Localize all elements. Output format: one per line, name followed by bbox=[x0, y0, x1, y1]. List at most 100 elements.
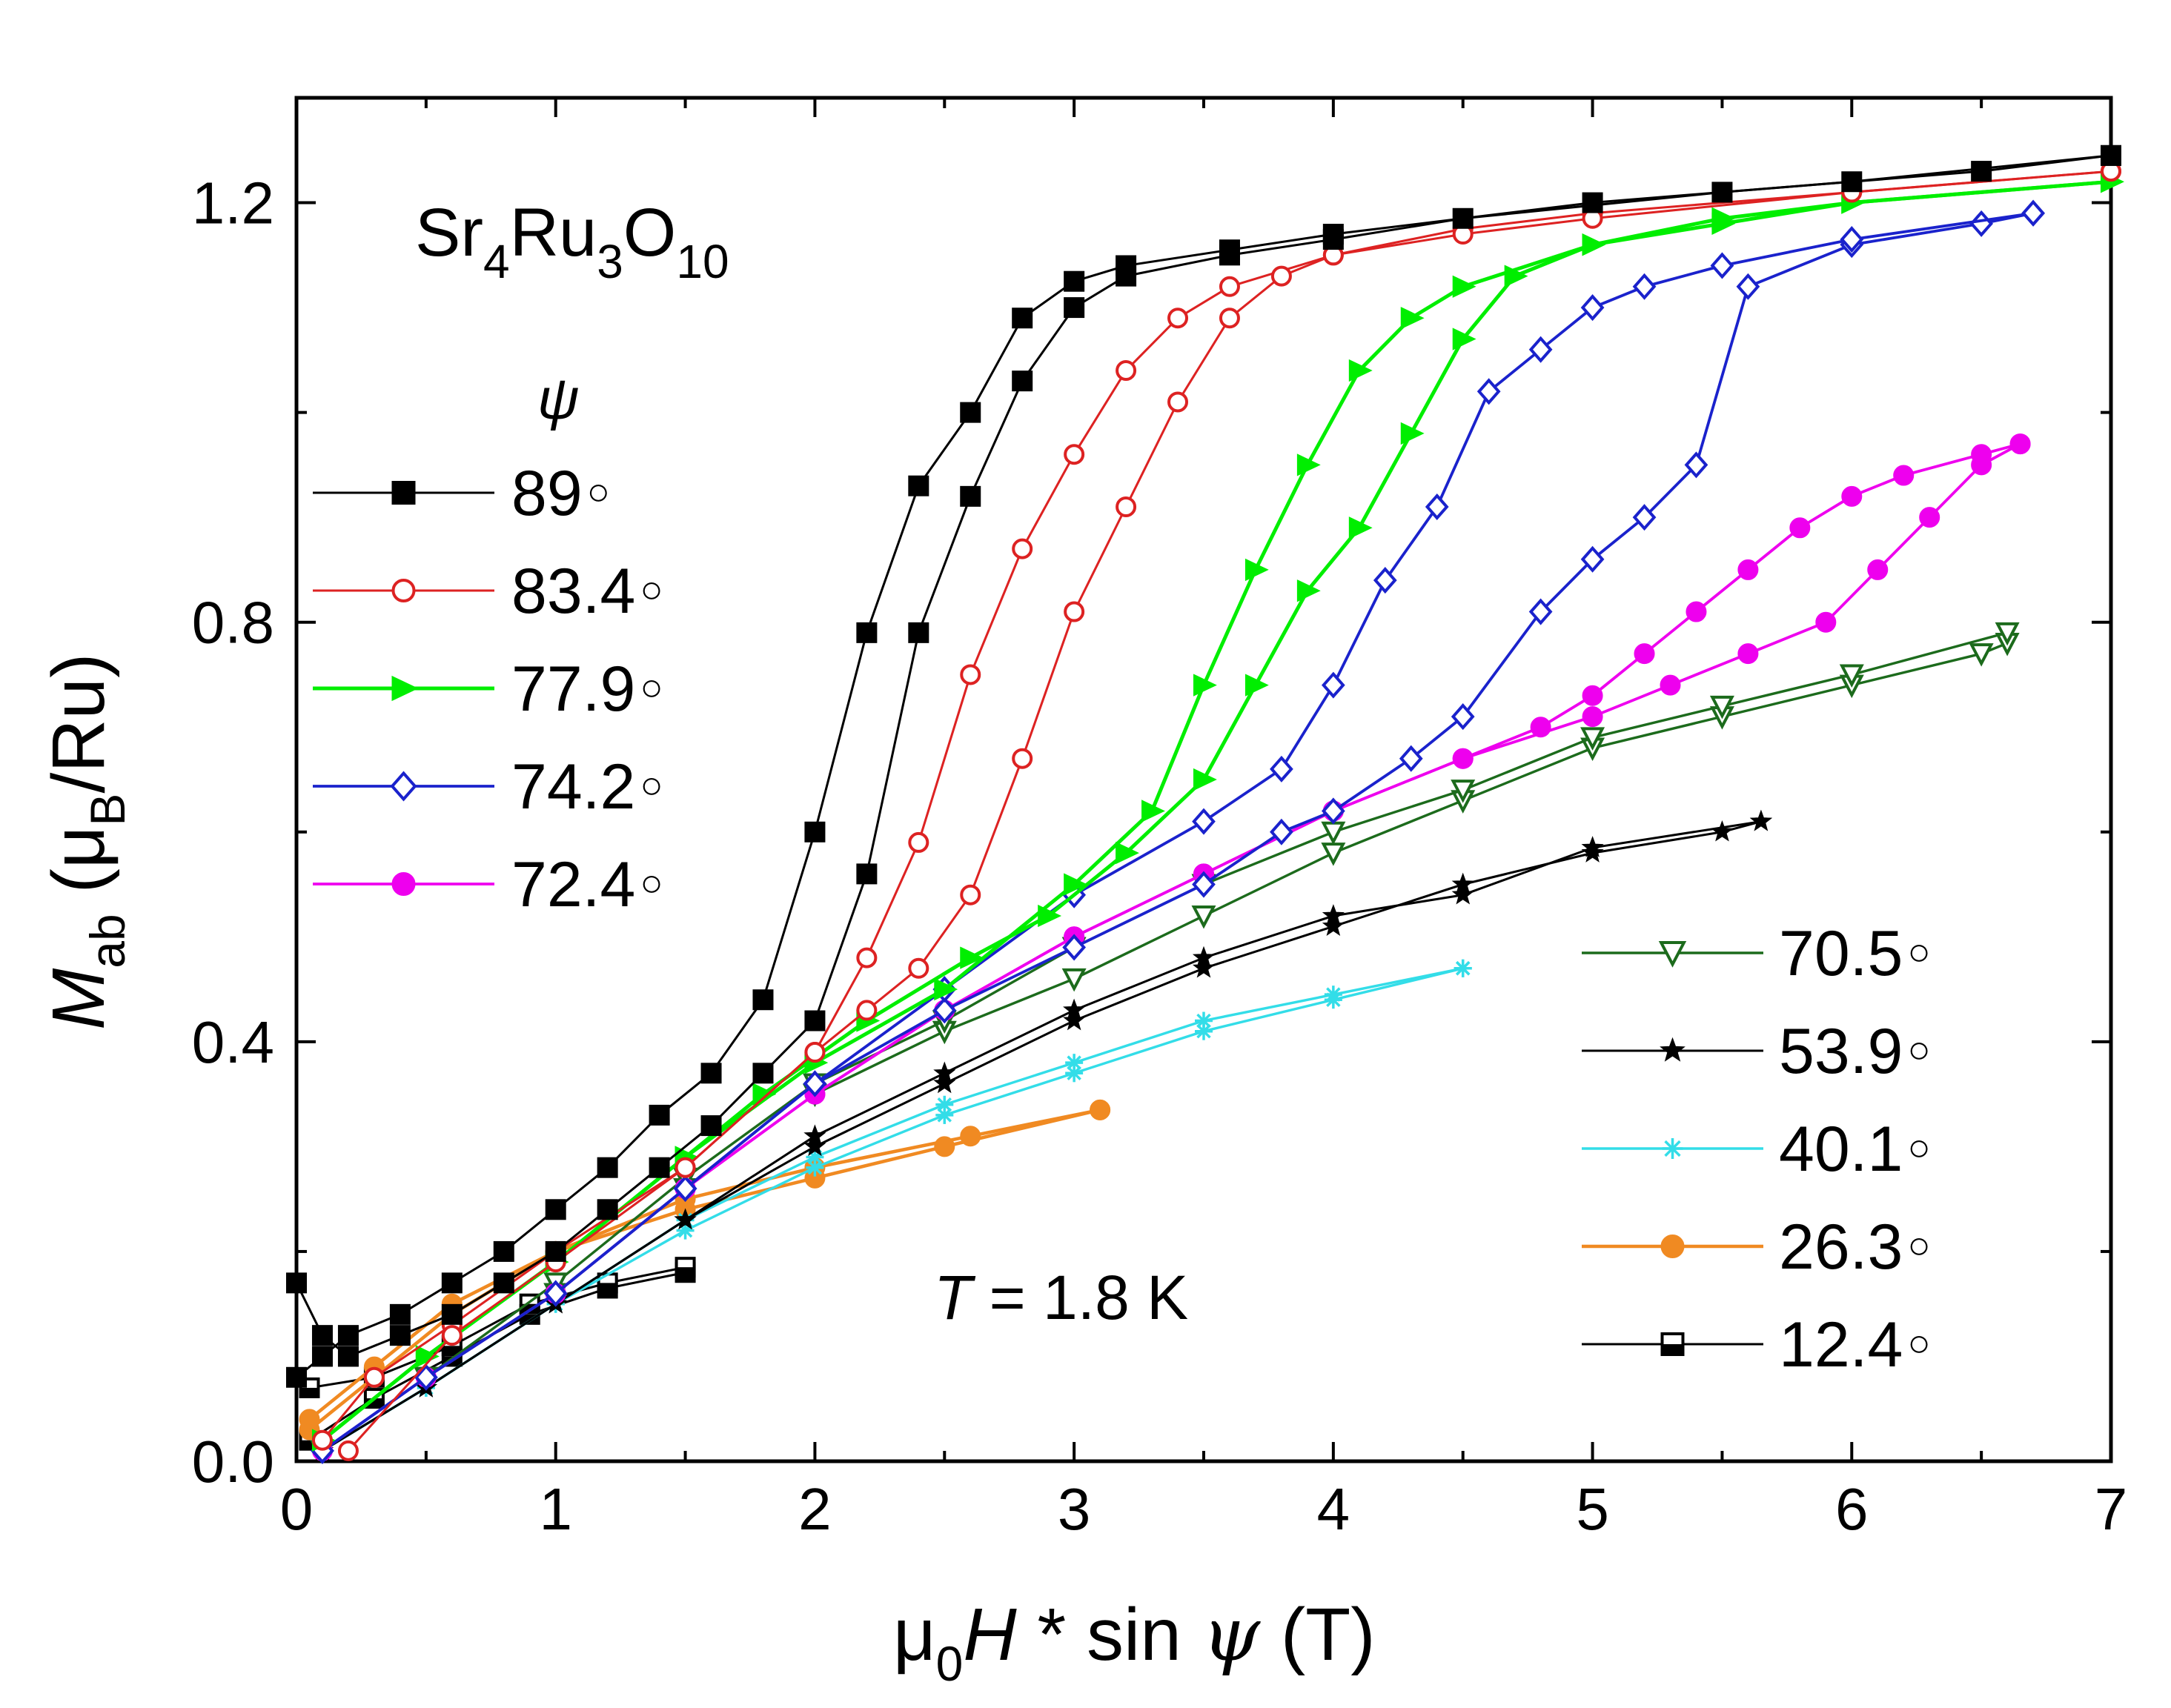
series-line-down bbox=[308, 1108, 1101, 1421]
data-point bbox=[2101, 144, 2121, 166]
data-point bbox=[1373, 567, 1397, 594]
legend-item-72-4: 72.4 ○ bbox=[313, 849, 663, 920]
data-point bbox=[1065, 1054, 1084, 1072]
legend-label: 26.3 ○ bbox=[1779, 1212, 1931, 1283]
data-point bbox=[933, 1061, 956, 1083]
data-point bbox=[933, 1071, 956, 1094]
data-point bbox=[1270, 818, 1293, 845]
data-point bbox=[1141, 800, 1165, 823]
degree-sign: ○ bbox=[1907, 1029, 1930, 1071]
data-point bbox=[441, 1272, 463, 1294]
data-point bbox=[1296, 579, 1321, 602]
y-tick-label: 0.4 bbox=[192, 1009, 274, 1075]
data-point bbox=[1580, 727, 1605, 751]
data-point bbox=[597, 1157, 618, 1178]
y-axis-label: Mab (μB/Ru) bbox=[37, 654, 135, 1030]
data-point bbox=[1270, 265, 1292, 287]
data-point bbox=[1064, 873, 1087, 896]
data-point bbox=[1528, 598, 1553, 625]
data-point bbox=[700, 1115, 722, 1137]
data-point bbox=[1452, 207, 1474, 229]
legend-item-83-4: 83.4 ○ bbox=[313, 556, 663, 627]
legend-label: 89 ○ bbox=[511, 458, 610, 529]
x-tick-label: 0 bbox=[280, 1476, 314, 1542]
data-point bbox=[1582, 233, 1606, 256]
series-89 bbox=[286, 144, 2121, 1388]
data-point bbox=[1064, 270, 1085, 292]
x-tick-label: 1 bbox=[539, 1476, 572, 1542]
data-point bbox=[1425, 493, 1449, 521]
data-point bbox=[1452, 275, 1476, 298]
data-point bbox=[1167, 308, 1189, 329]
data-point bbox=[1504, 265, 1528, 288]
data-point bbox=[1581, 836, 1604, 857]
degree-sign: ○ bbox=[1907, 931, 1930, 974]
y-tick-label: 0.8 bbox=[192, 590, 274, 656]
data-point bbox=[1116, 496, 1137, 517]
legend-label: 77.9 ○ bbox=[511, 654, 663, 725]
data-point bbox=[960, 402, 981, 423]
data-point bbox=[1451, 883, 1474, 905]
degree-sign: ○ bbox=[640, 764, 663, 807]
data-point bbox=[1632, 273, 1657, 300]
data-point bbox=[649, 1104, 670, 1126]
legend-label: 74.2 ○ bbox=[511, 751, 663, 823]
legend-label: 70.5 ○ bbox=[1779, 918, 1931, 989]
data-point bbox=[1711, 182, 1733, 203]
data-point bbox=[908, 831, 929, 853]
data-point bbox=[673, 1174, 697, 1203]
data-point bbox=[1116, 360, 1137, 381]
data-point bbox=[1711, 212, 1736, 236]
data-point bbox=[311, 1429, 333, 1451]
data-point bbox=[1582, 192, 1603, 213]
data-point bbox=[545, 1199, 566, 1220]
data-point bbox=[1684, 451, 1708, 479]
x-axis-label: μ0H * sin ψ (T) bbox=[893, 1591, 1376, 1691]
legend-item-70-5: 70.5 ○ bbox=[1582, 918, 1931, 989]
data-point bbox=[1711, 820, 1734, 842]
series-line-down bbox=[322, 820, 1762, 1452]
data-point bbox=[1737, 559, 1759, 580]
data-point bbox=[1815, 611, 1837, 633]
data-point bbox=[1893, 465, 1915, 486]
data-point bbox=[1063, 1008, 1086, 1031]
data-point bbox=[1737, 643, 1759, 665]
data-point bbox=[286, 1272, 307, 1294]
data-point bbox=[2021, 199, 2045, 227]
data-point bbox=[1582, 706, 1603, 728]
data-point bbox=[1476, 378, 1501, 405]
asterisk-stroke bbox=[937, 1097, 952, 1112]
legend-item-77-9: 77.9 ○ bbox=[313, 654, 663, 725]
data-point bbox=[1063, 998, 1086, 1020]
data-point bbox=[1321, 843, 1346, 866]
asterisk-stroke bbox=[1455, 961, 1471, 976]
data-point bbox=[391, 675, 419, 702]
degree-sign: ○ bbox=[640, 568, 663, 611]
data-point bbox=[856, 863, 878, 885]
data-point bbox=[1840, 226, 1864, 253]
data-point bbox=[1919, 507, 1940, 528]
asterisk-stroke bbox=[1196, 1013, 1211, 1029]
data-point bbox=[1321, 671, 1345, 699]
data-point bbox=[414, 1363, 438, 1391]
data-point bbox=[856, 1000, 878, 1021]
series-line-down bbox=[309, 1266, 686, 1389]
data-point bbox=[1062, 934, 1087, 961]
data-point bbox=[299, 1409, 320, 1430]
data-point bbox=[1322, 914, 1345, 936]
data-point bbox=[935, 1095, 954, 1114]
legend-item-89: 89 ○ bbox=[313, 458, 610, 529]
legend-item-40-1: 40.1 ○ bbox=[1582, 1114, 1931, 1185]
data-point bbox=[804, 1010, 826, 1031]
data-point bbox=[543, 1280, 568, 1307]
data-point bbox=[1192, 808, 1216, 835]
data-point bbox=[1322, 904, 1345, 926]
data-point bbox=[1530, 717, 1551, 738]
data-point bbox=[649, 1157, 670, 1178]
data-point bbox=[1064, 601, 1085, 622]
data-point bbox=[441, 1303, 463, 1325]
data-point bbox=[2009, 433, 2031, 455]
data-point bbox=[1167, 391, 1189, 413]
data-point bbox=[804, 1042, 826, 1063]
data-point-half bbox=[598, 1283, 617, 1292]
